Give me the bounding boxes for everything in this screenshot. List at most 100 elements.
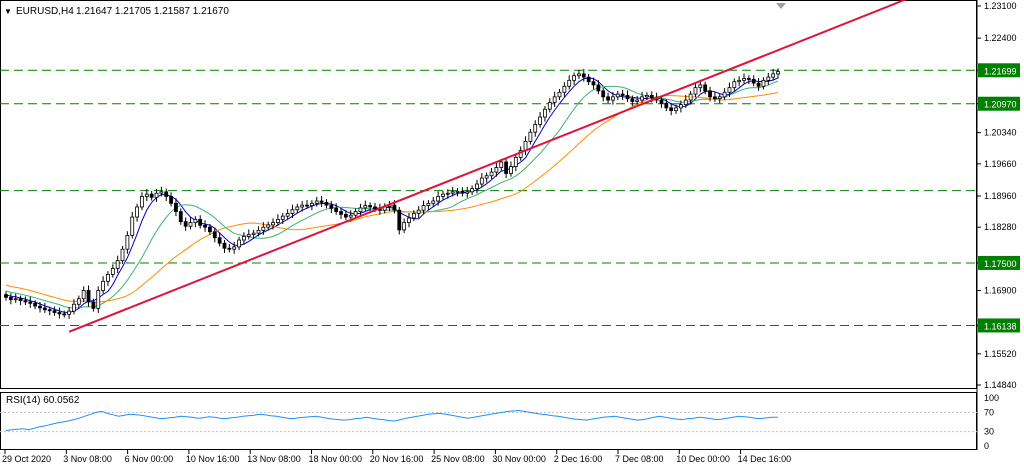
candle-body (8, 296, 13, 301)
trendline[interactable] (68, 0, 977, 333)
candlesticks (4, 68, 780, 319)
candle-body (776, 71, 780, 75)
symbol-label: EURUSD,H4 (16, 6, 74, 17)
moving-averages (5, 77, 779, 314)
candle-body (305, 204, 309, 207)
time-tick-label: 14 Dec 16:00 (738, 454, 792, 464)
candle-body (732, 81, 737, 89)
candle-body (771, 73, 776, 78)
candle-body (271, 222, 275, 226)
candle-body (52, 310, 57, 313)
candle-body (266, 224, 271, 228)
candle-body (222, 242, 227, 249)
candle-body (237, 239, 241, 248)
candle-body (67, 310, 72, 315)
candle-body (358, 207, 363, 212)
candle-body (557, 91, 562, 98)
candle-body (761, 79, 766, 87)
candle-body (746, 78, 751, 80)
candle-body (319, 200, 324, 203)
level-price-box (978, 255, 1020, 270)
candle-body (698, 84, 703, 89)
time-tick-label: 10 Dec 00:00 (676, 454, 730, 464)
candle-body (504, 161, 509, 174)
candle-body (86, 290, 91, 303)
candle-body (547, 101, 552, 110)
rsi-line (5, 409, 778, 432)
time-axis-ticks: 29 Oct 2020 3 Nov 08:00 6 Nov 00:00 10 Nov … (2, 450, 791, 464)
level-price-label: 1.21699 (984, 66, 1017, 76)
price-tick-label: 1.20340 (984, 128, 1017, 138)
time-tick-label: 3 Nov 08:00 (63, 454, 112, 464)
candle-body (426, 202, 431, 206)
price-tick-label: 1.19660 (984, 159, 1017, 169)
time-tick-label: 6 Nov 00:00 (125, 454, 174, 464)
candle-body (567, 79, 572, 87)
candle-body (615, 93, 620, 98)
candle-body (174, 202, 178, 212)
level-price-box (978, 96, 1020, 111)
candle-body (722, 91, 727, 98)
candle-body (232, 246, 237, 250)
candle-body (538, 116, 542, 125)
candle-body (57, 312, 62, 315)
price-tick-label: 1.18960 (984, 191, 1017, 201)
candle-body (275, 218, 280, 223)
shift-marker-icon[interactable] (776, 3, 786, 9)
candle-body (407, 217, 411, 223)
candle-body (212, 231, 217, 239)
candle-body (630, 98, 635, 102)
candle-body (596, 84, 601, 92)
candle-body (402, 222, 407, 231)
candle-body (47, 309, 52, 312)
level-price-label: 1.20970 (984, 100, 1017, 110)
candle-body (678, 104, 683, 109)
candle-body (606, 96, 610, 101)
ma-slow-line (5, 92, 779, 303)
time-tick-label: 2 Dec 16:00 (554, 454, 603, 464)
candle-body (28, 301, 33, 304)
trendline-layer[interactable] (68, 0, 977, 333)
dropdown-arrow-icon[interactable]: ▼ (4, 7, 12, 16)
price-tick-label: 1.15520 (984, 349, 1017, 359)
time-tick-label: 20 Nov 16:00 (370, 454, 424, 464)
candle-body (72, 303, 76, 312)
candle-body (436, 196, 441, 202)
time-tick-label: 7 Dec 08:00 (615, 454, 664, 464)
candle-body (441, 193, 445, 197)
candle-body (285, 212, 290, 217)
candle-body (528, 131, 533, 142)
candle-body (208, 226, 212, 233)
candle-body (169, 196, 173, 204)
price-axis-ticks: 1.23100 1.22400 1.21699 1.20970 1.20340 1.196… (977, 1, 1020, 390)
candle-body (431, 200, 436, 204)
candle-body (38, 305, 42, 309)
rsi-level-label: 70 (984, 407, 994, 417)
candle-body (625, 95, 630, 100)
level-price-label: 1.16138 (984, 321, 1017, 331)
candle-body (23, 300, 28, 303)
price-tick-label: 1.23100 (984, 1, 1017, 11)
candle-body (125, 235, 130, 250)
candle-body (392, 204, 397, 211)
price-tick-label: 1.14840 (984, 380, 1017, 390)
candle-body (329, 204, 334, 209)
candle-body (18, 298, 23, 301)
ma-mid-line (5, 80, 779, 309)
candle-body (659, 99, 664, 104)
candle-body (178, 211, 183, 223)
candle-body (620, 93, 625, 96)
candle-body (76, 298, 81, 305)
ohlc-values: 1.21647 1.21705 1.21587 1.21670 (76, 6, 229, 17)
candle-body (513, 157, 518, 167)
candle-body (13, 298, 18, 301)
candle-body (290, 209, 295, 214)
rsi-indicator: 100 70 30 0 (0, 393, 999, 451)
candle-body (674, 107, 678, 112)
candle-body (756, 82, 761, 87)
candle-body (363, 205, 368, 209)
candle-body (42, 307, 47, 311)
rsi-level-label: 100 (984, 393, 999, 403)
candle-body (183, 221, 188, 227)
